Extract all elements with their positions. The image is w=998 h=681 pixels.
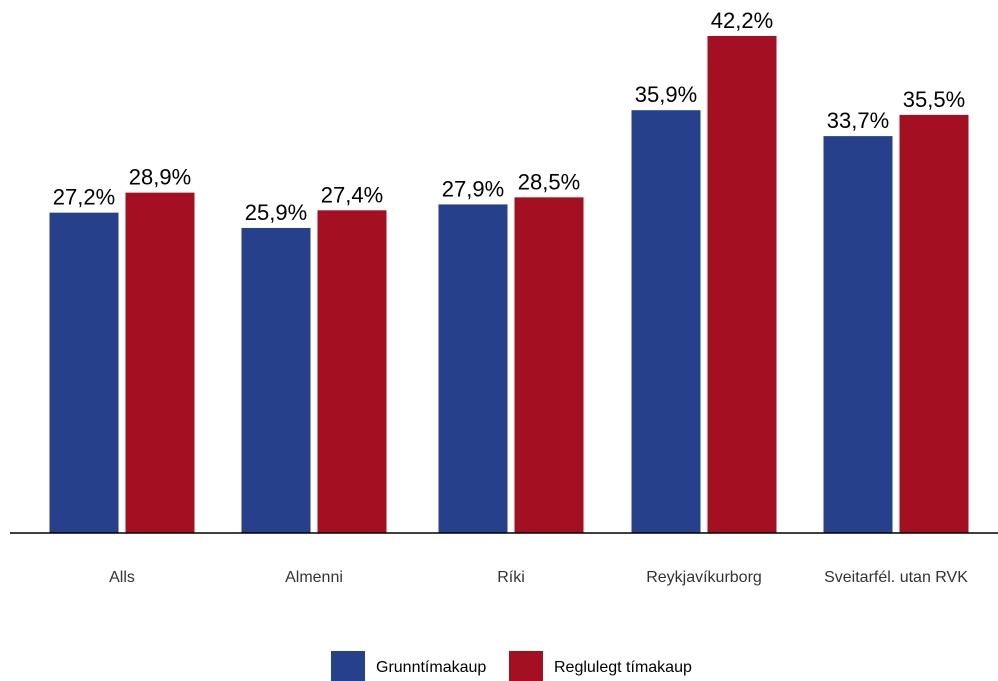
data-label-grunntimakaup-2: 27,9% (442, 176, 504, 201)
data-label-grunntimakaup-3: 35,9% (635, 82, 697, 107)
data-label-grunntimakaup-4: 33,7% (827, 108, 889, 133)
data-label-reglulegt-timakaup-3: 42,2% (711, 8, 773, 33)
legend-swatch-1 (509, 651, 543, 681)
bar-grunntimakaup-2 (438, 204, 508, 534)
bar-grunntimakaup-0 (49, 212, 119, 534)
category-label-1: Almenni (285, 569, 343, 586)
legend-label-0: Grunntímakaup (376, 659, 486, 676)
bar-reglulegt-timakaup-4 (899, 114, 969, 533)
category-label-4: Sveitarfél. utan RVK (824, 569, 968, 586)
data-label-grunntimakaup-0: 27,2% (53, 185, 115, 210)
data-label-reglulegt-timakaup-4: 35,5% (903, 87, 965, 112)
legend-label-1: Reglulegt tímakaup (554, 659, 692, 676)
bar-grunntimakaup-3 (631, 110, 701, 533)
bar-reglulegt-timakaup-0 (125, 192, 195, 533)
category-label-3: Reykjavíkurborg (646, 569, 762, 586)
data-label-reglulegt-timakaup-1: 27,4% (321, 182, 383, 207)
category-label-0: Alls (109, 569, 135, 586)
data-label-grunntimakaup-1: 25,9% (245, 200, 307, 225)
bar-reglulegt-timakaup-3 (707, 36, 777, 533)
bars-group (49, 36, 969, 534)
bar-grunntimakaup-1 (241, 227, 311, 534)
data-label-reglulegt-timakaup-0: 28,9% (129, 165, 191, 190)
category-labels-group: Alls Almenni Ríki Reykjavíkurborg Sveitarfél… (109, 569, 968, 586)
bar-grunntimakaup-4 (823, 136, 893, 533)
bar-reglulegt-timakaup-2 (514, 197, 584, 534)
category-label-2: Ríki (497, 569, 525, 586)
legend-swatch-0 (331, 651, 365, 681)
data-label-reglulegt-timakaup-2: 28,5% (518, 169, 580, 194)
value-labels-group: 27,2% 28,9% 25,9% 27,4% 27,9% 28,5% 35,9% 42,2%… (53, 8, 965, 225)
bar-reglulegt-timakaup-1 (317, 210, 387, 533)
legend: Grunntímakaup Reglulegt tímakaup (331, 651, 692, 681)
